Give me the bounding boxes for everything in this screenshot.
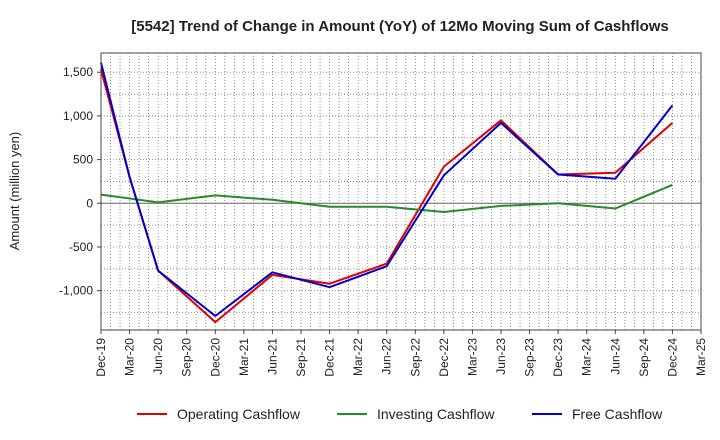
legend-label-operating-cashflow: Operating Cashflow xyxy=(177,406,301,422)
grid xyxy=(101,53,701,330)
x-tick-label: Sep-22 xyxy=(408,338,422,377)
x-tick-label: Dec-19 xyxy=(94,338,108,377)
series-line-free-cashflow xyxy=(100,62,674,317)
x-tick-label: Dec-22 xyxy=(437,338,451,377)
y-tick-label: 1,000 xyxy=(63,109,93,123)
y-axis-ticks: 1,500 1,000 500 0 -500 -1,000 xyxy=(59,65,101,298)
chart-title: [5542] Trend of Change in Amount (YoY) o… xyxy=(131,18,669,35)
legend-label-investing-cashflow: Investing Cashflow xyxy=(377,406,495,422)
x-tick-label: Dec-24 xyxy=(665,338,679,377)
series-line-investing-cashflow xyxy=(100,183,673,213)
x-tick-label: Jun-24 xyxy=(608,338,622,375)
x-tick-label: Mar-23 xyxy=(465,338,479,376)
x-tick-label: Sep-23 xyxy=(523,338,537,377)
x-tick-label: Jun-23 xyxy=(494,338,508,375)
y-tick-label: -1,000 xyxy=(59,284,93,298)
x-tick-label: Dec-23 xyxy=(551,338,565,377)
x-tick-label: Jun-20 xyxy=(151,338,165,375)
x-tick-label: Jun-22 xyxy=(380,338,394,375)
x-tick-label: Dec-21 xyxy=(323,338,337,377)
x-tick-label: Mar-22 xyxy=(351,338,365,376)
x-tick-label: Sep-20 xyxy=(180,338,194,377)
x-tick-label: Mar-21 xyxy=(237,338,251,376)
x-tick-label: Mar-25 xyxy=(694,338,708,376)
x-tick-label: Mar-20 xyxy=(123,338,137,376)
series-lines xyxy=(100,62,674,324)
y-tick-label: 500 xyxy=(73,153,93,167)
legend: Operating Cashflow Investing Cashflow Free… xyxy=(137,406,663,422)
plot-frame xyxy=(100,52,702,331)
y-tick-label: -500 xyxy=(69,240,93,254)
legend-label-free-cashflow: Free Cashflow xyxy=(572,406,663,422)
x-tick-label: Sep-21 xyxy=(294,338,308,377)
x-tick-label: Dec-20 xyxy=(208,338,222,377)
y-tick-label: 0 xyxy=(86,196,93,210)
y-tick-label: 1,500 xyxy=(63,65,93,79)
x-tick-label: Mar-24 xyxy=(580,338,594,376)
x-tick-label: Sep-24 xyxy=(637,338,651,377)
x-tick-label: Jun-21 xyxy=(265,338,279,375)
y-axis-label: Amount (million yen) xyxy=(7,132,22,251)
x-axis-ticks: Dec-19 Mar-20 Jun-20 Sep-20 Dec-20 Mar-21 Jun-… xyxy=(94,330,708,377)
